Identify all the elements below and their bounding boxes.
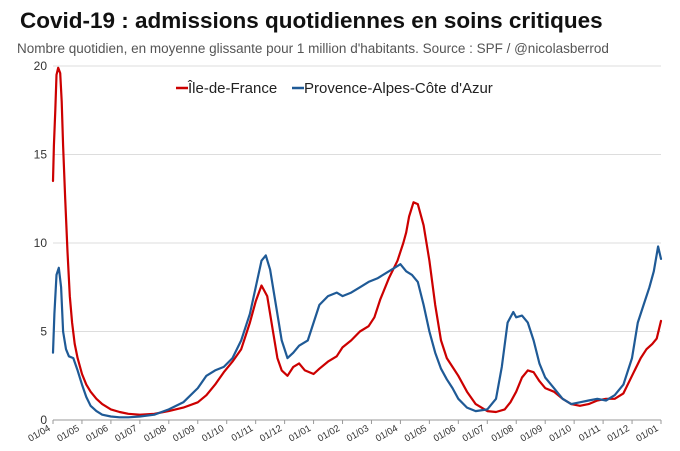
y-tick-label: 15 [34, 148, 48, 162]
x-tick-label: 01/10 [548, 423, 574, 444]
x-tick-label: 01/12 [605, 423, 631, 444]
x-tick-label: 01/09 [171, 423, 197, 444]
y-tick-label: 0 [40, 413, 47, 427]
x-tick-label: 01/01 [634, 423, 660, 444]
x-tick-label: 01/05 [403, 423, 429, 444]
x-tick-label: 01/07 [113, 423, 139, 444]
chart-subtitle: Nombre quotidien, en moyenne glissante p… [17, 41, 609, 56]
series-line-0 [51, 66, 663, 416]
x-tick-label: 01/12 [258, 423, 284, 444]
x-tick-label: 01/06 [84, 423, 110, 444]
x-tick-label: 01/10 [200, 423, 226, 444]
chart-title: Covid-19 : admissions quotidiennes en so… [20, 8, 603, 33]
x-tick-label: 01/09 [519, 423, 545, 444]
legend-label-1: Provence-Alpes-Côte d'Azur [304, 80, 493, 97]
x-tick-label: 01/07 [461, 423, 487, 444]
x-tick-label: 01/08 [490, 423, 516, 444]
x-axis: 01/04 01/05 01/06 01/07 01/08 01/09 01/10 01/11… [26, 420, 662, 444]
y-tick-label: 10 [34, 236, 48, 250]
x-tick-label: 01/03 [345, 423, 371, 444]
x-tick-label: 01/06 [432, 423, 458, 444]
legend: Île-de-France Provence-Alpes-Côte d'Azur [176, 80, 493, 97]
y-tick-label: 5 [40, 325, 47, 339]
y-tick-label: 20 [34, 59, 48, 73]
series-line-1 [51, 245, 663, 419]
series-group [51, 66, 663, 419]
gridlines [53, 65, 661, 421]
x-tick-label: 01/02 [316, 423, 342, 444]
x-tick-label: 01/01 [287, 423, 313, 444]
x-tick-label: 01/11 [577, 423, 602, 444]
legend-label-0: Île-de-France [187, 80, 277, 97]
x-tick-label: 01/05 [55, 423, 81, 444]
x-tick-label: 01/08 [142, 423, 168, 444]
x-tick-label: 01/11 [230, 423, 255, 444]
y-axis: 0 5 10 15 20 [34, 59, 48, 427]
x-tick-label: 01/04 [374, 423, 400, 444]
